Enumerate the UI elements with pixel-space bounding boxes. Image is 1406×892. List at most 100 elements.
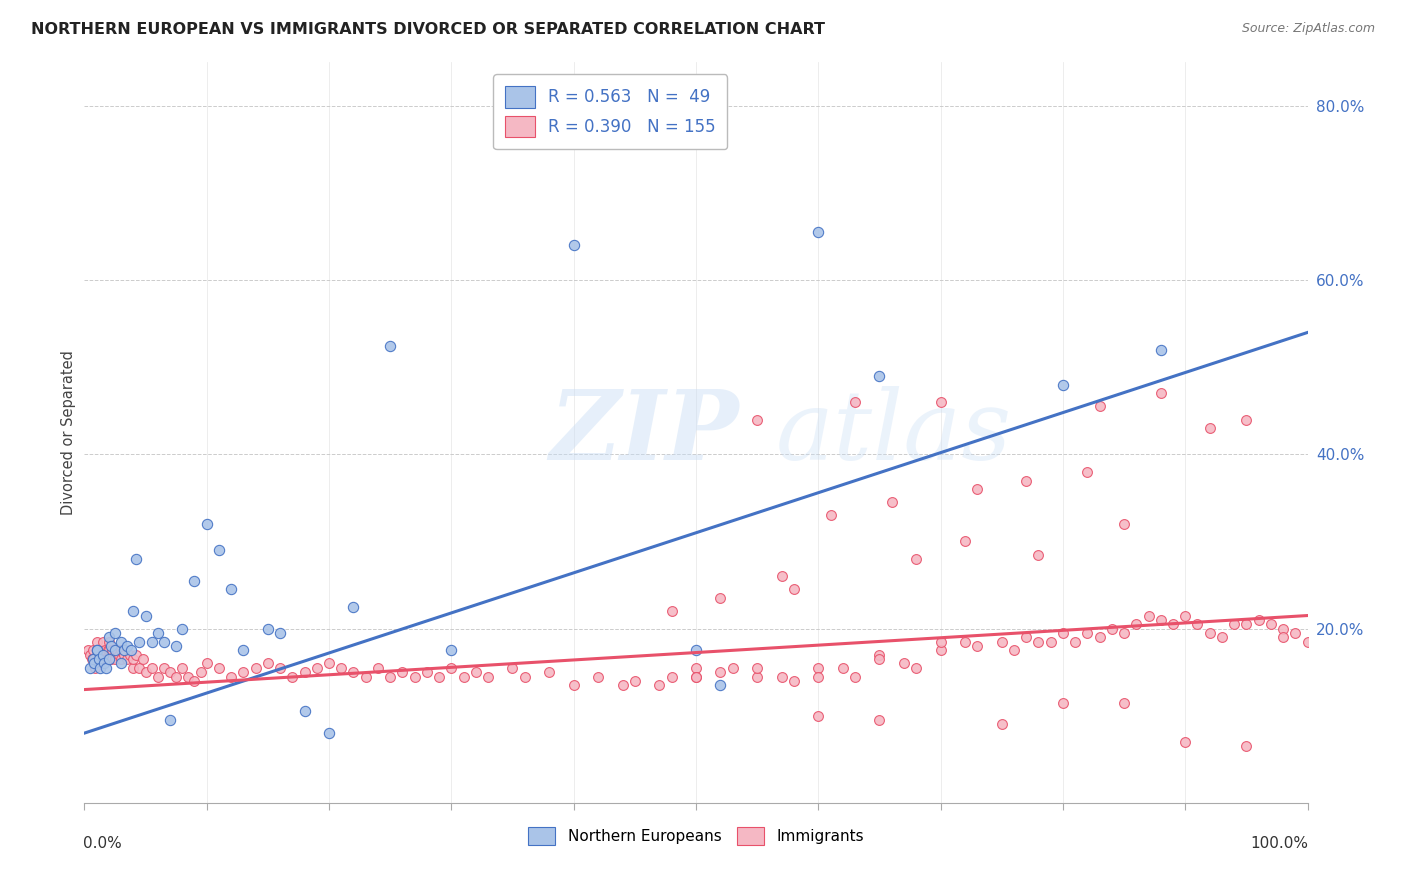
Point xyxy=(586,669,609,683)
Point xyxy=(783,673,806,688)
Point xyxy=(502,661,524,675)
Point xyxy=(269,661,291,675)
Point xyxy=(1114,626,1136,640)
Point xyxy=(991,634,1014,648)
Point xyxy=(105,643,128,657)
Point xyxy=(100,652,122,666)
Point xyxy=(97,652,120,666)
Point xyxy=(440,661,463,675)
Point xyxy=(770,669,793,683)
Point xyxy=(1223,617,1246,632)
Point xyxy=(208,543,231,558)
Point xyxy=(391,665,413,680)
Point xyxy=(91,643,114,657)
Point xyxy=(330,661,353,675)
Legend: Northern Europeans, Immigrants: Northern Europeans, Immigrants xyxy=(522,821,870,851)
Point xyxy=(1064,634,1087,648)
Point xyxy=(1002,643,1025,657)
Text: atlas: atlas xyxy=(776,385,1011,480)
Point xyxy=(685,661,707,675)
Point xyxy=(1161,617,1184,632)
Point xyxy=(94,643,117,657)
Point xyxy=(869,713,891,727)
Point xyxy=(427,669,450,683)
Point xyxy=(1150,386,1173,401)
Point xyxy=(991,717,1014,731)
Point xyxy=(165,639,187,653)
Point xyxy=(1114,517,1136,532)
Point xyxy=(219,669,242,683)
Point xyxy=(79,648,101,662)
Point xyxy=(709,678,731,692)
Point xyxy=(1052,696,1074,710)
Point xyxy=(783,582,806,597)
Point xyxy=(83,657,105,671)
Point xyxy=(153,634,176,648)
Point xyxy=(685,643,707,657)
Point xyxy=(1198,421,1220,435)
Point xyxy=(1284,626,1306,640)
Point xyxy=(195,657,218,671)
Point xyxy=(661,604,683,618)
Point xyxy=(82,643,104,657)
Point xyxy=(1174,608,1197,623)
Point xyxy=(100,639,122,653)
Point xyxy=(880,495,903,509)
Point xyxy=(93,657,115,671)
Point xyxy=(190,665,212,680)
Point xyxy=(1028,634,1050,648)
Point xyxy=(709,665,731,680)
Point xyxy=(135,608,157,623)
Point xyxy=(318,726,340,740)
Point xyxy=(115,652,138,666)
Point xyxy=(135,665,157,680)
Point xyxy=(79,661,101,675)
Point xyxy=(128,634,150,648)
Point xyxy=(624,673,647,688)
Point xyxy=(1137,608,1160,623)
Point xyxy=(172,661,194,675)
Point xyxy=(747,412,769,426)
Point xyxy=(513,669,536,683)
Point xyxy=(87,643,110,657)
Point xyxy=(97,643,120,657)
Point xyxy=(1150,343,1173,357)
Point xyxy=(685,669,707,683)
Point xyxy=(125,552,148,566)
Point xyxy=(844,669,866,683)
Point xyxy=(77,643,100,657)
Point xyxy=(104,652,127,666)
Point xyxy=(807,661,830,675)
Point xyxy=(905,661,928,675)
Point xyxy=(87,652,110,666)
Point xyxy=(86,643,108,657)
Point xyxy=(1076,626,1098,640)
Point xyxy=(110,634,132,648)
Point xyxy=(183,574,205,588)
Point xyxy=(195,517,218,532)
Point xyxy=(342,665,364,680)
Point xyxy=(177,669,200,683)
Point xyxy=(91,648,114,662)
Point xyxy=(1236,739,1258,754)
Point xyxy=(110,643,132,657)
Point xyxy=(97,643,120,657)
Point xyxy=(112,643,135,657)
Point xyxy=(661,669,683,683)
Point xyxy=(807,225,830,239)
Point xyxy=(128,661,150,675)
Point xyxy=(747,661,769,675)
Point xyxy=(1039,634,1062,648)
Point xyxy=(107,648,129,662)
Point xyxy=(110,652,132,666)
Point xyxy=(305,661,328,675)
Point xyxy=(404,669,426,683)
Point xyxy=(562,238,585,252)
Point xyxy=(820,508,842,523)
Point xyxy=(80,652,103,666)
Point xyxy=(893,657,915,671)
Point xyxy=(685,669,707,683)
Point xyxy=(101,643,124,657)
Point xyxy=(1088,630,1111,644)
Point xyxy=(869,369,891,384)
